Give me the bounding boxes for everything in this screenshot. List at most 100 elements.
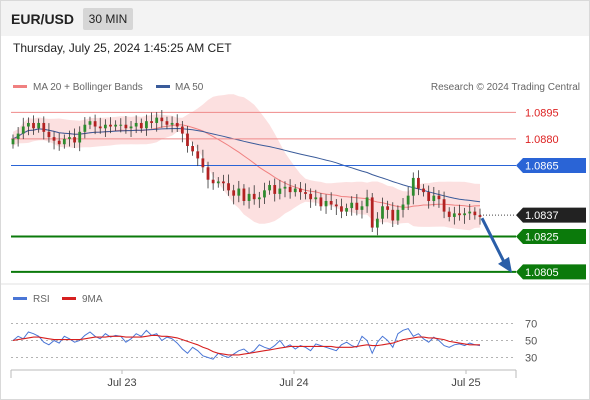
candle-45 — [242, 184, 246, 206]
candle-body-38 — [206, 167, 210, 180]
candle-53 — [283, 181, 287, 198]
candle-body-45 — [242, 188, 246, 201]
candle-body-77 — [406, 195, 410, 205]
candle-52 — [278, 179, 282, 200]
rsi-panel: 70 50 30 — [11, 319, 537, 365]
level-label-1: 1.0880 — [525, 134, 559, 146]
candle-73 — [386, 200, 390, 219]
candle-59 — [314, 189, 318, 206]
level-tag-5 — [516, 264, 586, 280]
candle-85 — [447, 207, 451, 222]
rsi-tick-label-0: 70 — [525, 319, 537, 331]
rsi-legend-swatch — [13, 297, 27, 300]
candle-69 — [365, 189, 369, 213]
candle-body-52 — [278, 188, 282, 194]
candle-51 — [273, 178, 277, 202]
candle-body-49 — [263, 190, 266, 198]
candle-64 — [340, 198, 343, 219]
ma20-legend-swatch — [13, 85, 27, 88]
candle-18 — [103, 119, 107, 137]
candle-body-23 — [129, 126, 133, 129]
candle-body-89 — [468, 211, 472, 214]
bollinger-band — [13, 94, 480, 231]
candle-56 — [298, 182, 302, 200]
candle-body-6 — [42, 122, 46, 132]
candle-body-33 — [180, 126, 184, 134]
candle-91 — [478, 208, 482, 225]
rsi-line — [12, 328, 481, 360]
candle-body-56 — [298, 188, 302, 193]
candle-0 — [11, 134, 15, 149]
candle-body-82 — [432, 195, 436, 201]
candle-body-91 — [478, 215, 482, 217]
candle-body-74 — [391, 209, 395, 221]
candle-43 — [232, 184, 236, 205]
candle-body-1 — [16, 133, 20, 139]
candle-12 — [73, 128, 76, 148]
candle-84 — [442, 191, 446, 219]
candle-40 — [216, 177, 220, 188]
candle-42 — [227, 174, 230, 196]
candle-54 — [288, 179, 292, 199]
candle-76 — [401, 197, 405, 218]
candle-5 — [37, 118, 41, 133]
candle-body-61 — [324, 200, 328, 207]
candle-66 — [350, 196, 354, 216]
candle-body-46 — [247, 193, 251, 201]
candle-body-15 — [88, 121, 92, 125]
candle-63 — [334, 199, 338, 215]
candle-77 — [406, 186, 410, 211]
candle-36 — [196, 144, 200, 167]
level-label-4: 1.0825 — [525, 231, 559, 243]
candle-4 — [32, 115, 35, 135]
candle-37 — [201, 149, 205, 173]
candle-body-58 — [309, 193, 313, 200]
candle-body-18 — [103, 124, 107, 129]
candle-body-21 — [119, 124, 123, 126]
candle-body-85 — [447, 211, 451, 217]
candle-39 — [211, 172, 215, 190]
candle-body-10 — [62, 138, 66, 145]
candle-body-57 — [304, 192, 307, 194]
candle-30 — [165, 116, 169, 130]
candle-55 — [293, 184, 297, 197]
candle-body-53 — [283, 186, 287, 189]
candle-89 — [468, 203, 472, 220]
candle-46 — [247, 187, 251, 209]
x-tick-label-1: Jul 24 — [279, 377, 308, 389]
candle-body-67 — [355, 202, 359, 210]
candle-body-86 — [452, 213, 456, 217]
timeframe-button[interactable]: 30 MIN — [83, 8, 133, 30]
candle-83 — [437, 190, 441, 208]
rsi-ma-legend-swatch — [62, 297, 76, 300]
candle-9 — [57, 133, 61, 151]
candle-body-16 — [93, 121, 97, 127]
candle-body-40 — [216, 181, 220, 184]
candle-body-54 — [288, 186, 292, 193]
candle-body-66 — [350, 202, 354, 209]
candle-body-9 — [57, 140, 61, 145]
candle-body-73 — [386, 206, 390, 210]
candle-44 — [237, 180, 241, 203]
candle-body-69 — [365, 197, 369, 207]
candle-62 — [329, 192, 333, 211]
candle-body-3 — [26, 122, 30, 127]
rsi-tick-label-2: 30 — [525, 353, 537, 365]
candle-79 — [417, 170, 420, 196]
candle-body-60 — [319, 197, 323, 207]
candle-body-25 — [139, 122, 143, 129]
candle-6 — [42, 116, 46, 140]
candle-body-70 — [370, 197, 374, 228]
candle-27 — [150, 112, 153, 129]
candle-28 — [155, 112, 159, 132]
candle-body-17 — [98, 126, 102, 129]
rsi-legend-label: RSI — [33, 294, 50, 305]
candle-body-41 — [222, 181, 225, 184]
level-tag-4 — [516, 228, 586, 244]
candle-33 — [180, 121, 184, 143]
level-label-3: 1.0837 — [525, 210, 559, 222]
candle-body-34 — [186, 133, 189, 147]
candle-body-13 — [78, 131, 82, 143]
timestamp: Thursday, July 25, 2024 1:45:25 AM CET — [13, 41, 232, 55]
